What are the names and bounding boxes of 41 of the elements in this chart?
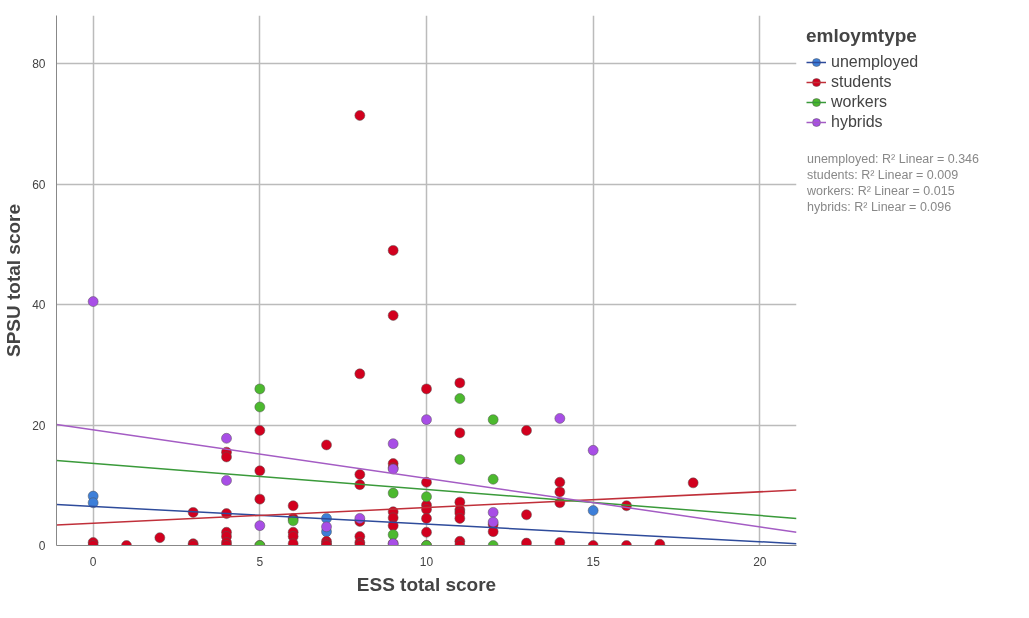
point xyxy=(421,491,432,503)
legend-label: workers xyxy=(831,93,888,111)
legend-label: hybrids xyxy=(831,113,883,131)
x-tick-label: 20 xyxy=(753,554,767,569)
legend-label: unemployed xyxy=(831,53,919,71)
point xyxy=(421,414,432,426)
y-axis-title: SPSU total score xyxy=(3,203,25,358)
point xyxy=(487,506,499,518)
point xyxy=(87,497,99,509)
y-tick-label: 20 xyxy=(32,418,46,433)
point xyxy=(321,521,332,533)
x-tick-label: 5 xyxy=(256,554,264,569)
point xyxy=(587,505,599,517)
text: students: R² Linear = 0.009 xyxy=(807,168,959,182)
point xyxy=(487,414,499,426)
point xyxy=(387,438,399,450)
x-axis-title: ESS total score xyxy=(356,573,497,595)
point xyxy=(87,296,99,308)
text: unemployed: R² Linear = 0.346 xyxy=(807,152,979,166)
legend-title: emloymtype xyxy=(806,25,918,47)
point xyxy=(587,444,599,456)
y-tick-label: 60 xyxy=(32,177,46,192)
x-tick-label: 10 xyxy=(419,554,434,569)
point xyxy=(254,401,266,413)
point xyxy=(221,432,232,444)
y-tick-label: 80 xyxy=(32,57,46,72)
point xyxy=(387,487,399,499)
point xyxy=(487,473,499,485)
y-tick-label: 0 xyxy=(38,539,46,553)
point xyxy=(221,474,232,486)
point xyxy=(254,383,266,395)
x-tick-label: 0 xyxy=(89,554,97,569)
legend-label: students xyxy=(831,73,892,91)
text: workers: R² Linear = 0.015 xyxy=(807,184,955,198)
point xyxy=(254,520,266,532)
y-tick-label: 40 xyxy=(32,298,46,313)
point xyxy=(554,412,566,424)
x-tick-label: 15 xyxy=(586,554,601,569)
point xyxy=(454,393,466,405)
text: hybrids: R² Linear = 0.096 xyxy=(807,200,952,214)
point xyxy=(454,453,466,465)
